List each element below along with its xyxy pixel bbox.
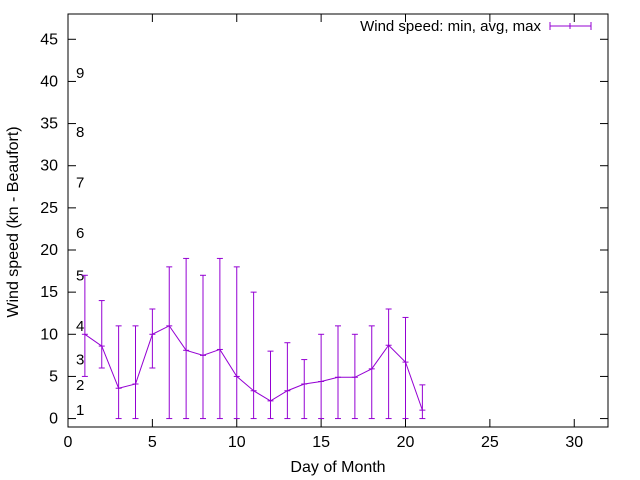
x-tick-label: 0 <box>64 434 73 451</box>
beaufort-scale: 1 2 3 4 5 6 7 8 9 <box>76 65 84 419</box>
x-tick-label: 20 <box>397 434 415 451</box>
beaufort-label: 8 <box>76 124 84 141</box>
y-tick-label: 5 <box>49 368 58 385</box>
beaufort-label: 1 <box>76 402 84 419</box>
y-tick-label: 10 <box>40 326 58 343</box>
y-tick-label: 20 <box>40 242 58 259</box>
beaufort-label: 3 <box>76 352 84 369</box>
y-tick-label: 25 <box>40 200 58 217</box>
x-tick-label: 5 <box>148 434 157 451</box>
beaufort-label: 4 <box>76 318 84 335</box>
beaufort-label: 2 <box>76 377 84 394</box>
legend-label: Wind speed: min, avg, max <box>360 18 541 35</box>
beaufort-label: 9 <box>76 65 84 82</box>
plot-border <box>67 13 609 428</box>
legend: Wind speed: min, avg, max <box>360 18 592 35</box>
y-tick-label: 0 <box>49 411 58 428</box>
y-tick-label: 40 <box>40 73 58 90</box>
x-axis-label: Day of Month <box>290 459 385 476</box>
beaufort-label: 6 <box>76 225 84 242</box>
beaufort-label: 7 <box>76 175 84 192</box>
y-tick-label: 15 <box>40 284 58 301</box>
beaufort-label: 5 <box>76 267 84 284</box>
x-tick-label: 15 <box>312 434 330 451</box>
y-tick-label: 45 <box>40 31 58 48</box>
y-tick-label: 30 <box>40 158 58 175</box>
x-tick-label: 30 <box>565 434 583 451</box>
y-tick-label: 35 <box>40 116 58 133</box>
y-axis-label: Wind speed (kn - Beaufort) <box>5 126 22 317</box>
x-tick-label: 10 <box>228 434 246 451</box>
series-wind-speed <box>81 257 426 420</box>
x-tick-label: 25 <box>481 434 499 451</box>
